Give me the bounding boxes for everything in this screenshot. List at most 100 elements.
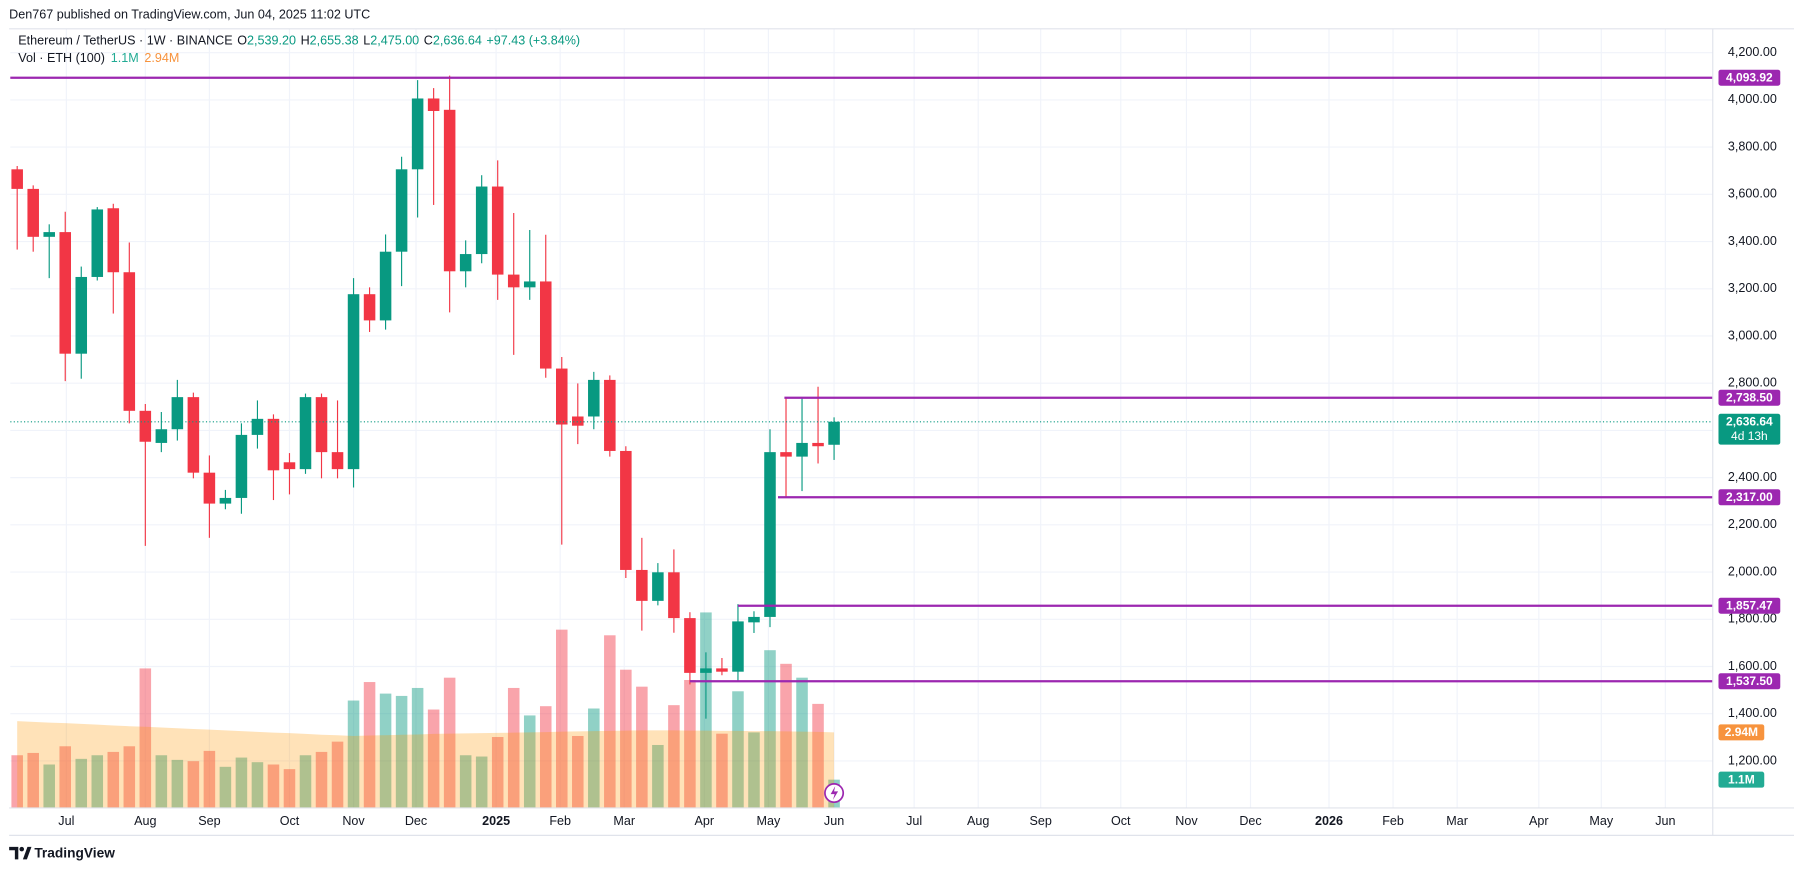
candle-body: [59, 232, 72, 354]
legend-title: Ethereum / TetherUS · 1W · BINANCE: [18, 34, 232, 48]
x-tick-label: May: [757, 814, 781, 828]
y-tick-label: 3,800.00: [1728, 139, 1777, 153]
candle-body: [636, 569, 648, 601]
x-tick-label: Jul: [58, 814, 74, 828]
level-label: 4,093.92: [1726, 70, 1773, 84]
candle-body: [299, 397, 312, 470]
volume-bar: [379, 693, 392, 808]
candle-body: [123, 272, 136, 411]
volume-bar: [780, 663, 792, 808]
volume-bar: [219, 766, 232, 808]
volume-bar: [363, 682, 376, 808]
volume-bar: [75, 758, 88, 808]
volume-bar: [123, 746, 136, 808]
countdown-label: 4d 13h: [1731, 429, 1768, 443]
y-tick-label: 4,000.00: [1728, 92, 1777, 106]
candle-body: [251, 418, 264, 435]
last-price-label: 2,636.64: [1726, 415, 1773, 429]
candle-body: [347, 294, 360, 470]
x-tick-label: Mar: [613, 814, 635, 828]
candle-body: [475, 186, 488, 255]
volume-bar: [588, 708, 600, 808]
y-tick-label: 1,400.00: [1728, 706, 1777, 720]
volume-bar: [459, 755, 472, 808]
candle-body: [11, 169, 23, 189]
candle-body: [395, 169, 408, 252]
level-label: 2,317.00: [1726, 490, 1773, 504]
legend-key: L: [363, 34, 370, 48]
candle-body: [43, 232, 55, 237]
logo-part: [9, 846, 19, 860]
y-tick-label: 4,200.00: [1728, 45, 1777, 59]
volume-bar: [331, 741, 344, 808]
volume-bar: [139, 668, 152, 808]
x-tick-label: May: [1589, 814, 1613, 828]
volume-bar: [668, 705, 680, 808]
y-tick-label: 2,200.00: [1728, 517, 1777, 531]
candle-body: [491, 186, 504, 275]
volume-bar: [620, 669, 632, 808]
volume-bar: [171, 759, 184, 808]
candle-body: [796, 442, 808, 457]
x-tick-label: Aug: [134, 814, 156, 828]
volume-bar: [427, 709, 440, 808]
candle-body: [812, 442, 824, 447]
y-tick-label: 3,400.00: [1728, 234, 1777, 248]
candle-body: [411, 98, 424, 170]
volume-bar: [107, 751, 120, 808]
alert-icon-bolt: [830, 786, 839, 800]
x-tick-label: Dec: [1239, 814, 1261, 828]
candle-body: [379, 251, 392, 321]
logo-part: [22, 846, 32, 860]
volume-ma-area: [17, 721, 835, 808]
legend-value: 2,636.64: [433, 34, 482, 48]
candle-body: [684, 618, 696, 673]
volume-bar: [475, 756, 488, 808]
legend: Ethereum / TetherUS · 1W · BINANCE O 2,539…: [18, 34, 580, 65]
x-tick-label: 2025: [482, 814, 510, 828]
volume-marker-label: 2.94M: [1725, 725, 1758, 739]
candle-body: [620, 450, 632, 570]
volume-bar: [187, 761, 200, 808]
y-tick-label: 1,200.00: [1728, 753, 1777, 767]
candle-body: [363, 294, 376, 321]
legend-key: C: [424, 34, 433, 48]
candle-body: [171, 397, 184, 430]
level-label: 1,857.47: [1726, 598, 1773, 612]
level-label-box: [1718, 489, 1781, 506]
candle-body: [139, 410, 152, 442]
volume-marker-box: [1718, 724, 1765, 741]
volume-bar: [523, 715, 536, 808]
volume-bar: [732, 691, 744, 808]
volume-bar: [235, 757, 248, 808]
volume-bar: [315, 751, 328, 808]
volume-bar: [716, 733, 728, 808]
x-tick-label: Feb: [549, 814, 571, 828]
level-label-box: [1718, 673, 1781, 690]
volume-legend-ma: 2.94M: [144, 51, 179, 65]
volume-bar: [251, 762, 264, 808]
volume-bar: [59, 746, 72, 808]
x-tick-label: Mar: [1446, 814, 1468, 828]
volume-bar: [636, 686, 648, 808]
candle-body: [523, 281, 536, 288]
volume-bar: [604, 635, 616, 808]
volume-bar: [748, 732, 760, 808]
volume-bar: [556, 629, 568, 808]
candle-body: [700, 668, 712, 673]
volume-legend-value: 1.1M: [111, 51, 139, 65]
candle-body: [668, 572, 680, 619]
x-tick-label: Dec: [405, 814, 427, 828]
level-label-box: [1718, 597, 1781, 614]
x-tick-label: Oct: [1111, 814, 1131, 828]
last-price-box: [1718, 413, 1781, 445]
x-tick-label: Oct: [280, 814, 300, 828]
overlay: [10, 76, 1713, 683]
volume-bar: [796, 677, 808, 808]
candle-body: [27, 188, 39, 237]
candle-body: [155, 429, 168, 443]
axes: 1,200.00 1,400.00 1,600.00 1,800.00 2,000.00…: [58, 45, 1781, 828]
brand: TradingView: [34, 845, 115, 860]
